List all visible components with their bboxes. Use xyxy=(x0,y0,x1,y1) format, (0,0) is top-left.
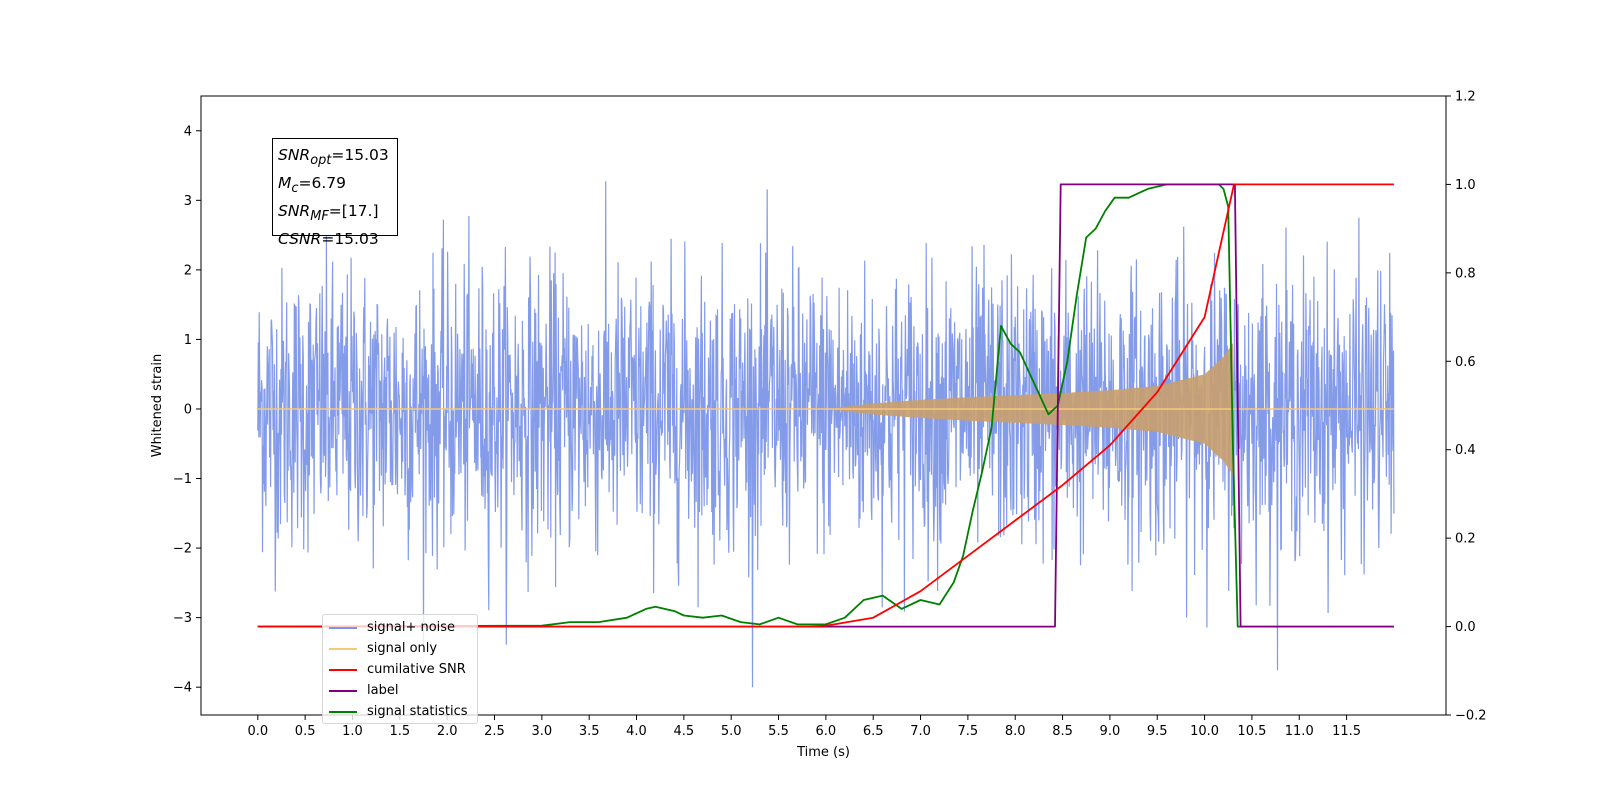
series-signal-only xyxy=(257,342,1394,476)
legend-swatch xyxy=(329,626,357,629)
x-axis-label: Time (s) xyxy=(796,745,850,760)
x-tick-label: 2.0 xyxy=(437,724,458,739)
right-y-tick-label: 0.6 xyxy=(1455,355,1476,370)
left-y-tick-label: 0 xyxy=(184,402,192,417)
left-y-tick-label: −2 xyxy=(173,542,192,557)
annotation-csnr: CSNR=15.03 xyxy=(278,230,379,249)
right-y-tick-label: −0.2 xyxy=(1455,709,1487,724)
right-y-tick-label: 1.2 xyxy=(1455,90,1476,105)
legend-item-signal-noise: signal+ noise xyxy=(329,617,477,638)
left-y-tick-label: −4 xyxy=(173,681,192,696)
annotation-chirp-mass: Mc=6.79 xyxy=(278,174,346,197)
x-tick-label: 10.5 xyxy=(1237,724,1266,739)
left-y-tick-label: 1 xyxy=(184,333,192,348)
x-tick-label: 8.5 xyxy=(1052,724,1073,739)
right-axis-series xyxy=(257,183,1394,628)
left-y-tick-label: 3 xyxy=(184,194,192,209)
right-y-tick-label: 0.2 xyxy=(1455,532,1476,547)
label-line xyxy=(257,183,1394,628)
x-axis-ticks: 0.0 0.5 1.0 1.5 2.0 2.5 3.0 3.5 4.0 4.5 5.0 5.5 6.0 6… xyxy=(247,715,1361,739)
x-tick-label: 4.0 xyxy=(626,724,647,739)
x-tick-label: 5.0 xyxy=(721,724,742,739)
x-tick-label: 3.5 xyxy=(579,724,600,739)
x-tick-label: 8.0 xyxy=(1005,724,1026,739)
x-tick-label: 3.0 xyxy=(531,724,552,739)
legend-swatch xyxy=(329,647,357,650)
left-y-axis-label: Whitened strain xyxy=(150,354,165,457)
legend-item-signal-only: signal only xyxy=(329,638,477,659)
left-y-axis-ticks: 4 3 2 1 0 −1 −2 −3 −4 xyxy=(173,124,201,696)
left-y-tick-label: −3 xyxy=(173,611,192,626)
right-y-tick-label: 0.0 xyxy=(1455,620,1476,635)
x-tick-label: 7.0 xyxy=(910,724,931,739)
legend: signal+ noise signal only cumilative SNR… xyxy=(322,614,478,724)
legend-swatch xyxy=(329,668,357,671)
x-tick-label: 9.5 xyxy=(1147,724,1168,739)
signal-noise-line xyxy=(257,181,1395,688)
series-signal-noise xyxy=(257,181,1395,688)
x-tick-label: 5.5 xyxy=(768,724,789,739)
annotation-snr-opt: SNRopt=15.03 xyxy=(278,146,389,169)
right-y-tick-label: 0.8 xyxy=(1455,266,1476,281)
x-tick-label: 9.0 xyxy=(1100,724,1121,739)
cumulative-snr-line xyxy=(257,183,1394,628)
x-tick-label: 4.5 xyxy=(674,724,695,739)
left-y-tick-label: 2 xyxy=(184,263,192,278)
x-tick-label: 0.0 xyxy=(247,724,268,739)
x-tick-label: 2.5 xyxy=(484,724,505,739)
legend-item-cumulative-snr: cumilative SNR xyxy=(329,659,477,680)
x-tick-label: 11.5 xyxy=(1332,724,1361,739)
x-tick-label: 0.5 xyxy=(295,724,316,739)
plot-frame xyxy=(200,95,1447,716)
x-tick-label: 6.5 xyxy=(863,724,884,739)
x-tick-label: 11.0 xyxy=(1285,724,1314,739)
stats-annotation-box: SNRopt=15.03 Mc=6.79 SNRMF=[17.] CSNR=15… xyxy=(272,138,398,248)
left-y-tick-label: −1 xyxy=(173,472,192,487)
x-tick-label: 1.5 xyxy=(389,724,410,739)
right-y-axis-ticks: 1.2 1.0 0.8 0.6 0.4 0.2 0.0 −0.2 xyxy=(1446,90,1487,724)
x-tick-label: 10.0 xyxy=(1190,724,1219,739)
right-y-tick-label: 1.0 xyxy=(1455,178,1476,193)
legend-swatch xyxy=(329,710,357,713)
left-y-tick-label: 4 xyxy=(184,124,192,139)
legend-swatch xyxy=(329,689,357,692)
x-tick-label: 1.0 xyxy=(342,724,363,739)
x-tick-label: 6.0 xyxy=(816,724,837,739)
legend-item-label: label xyxy=(329,680,477,701)
x-tick-label: 7.5 xyxy=(958,724,979,739)
right-y-tick-label: 0.4 xyxy=(1455,443,1476,458)
annotation-snr-mf: SNRMF=[17.] xyxy=(278,202,379,225)
legend-item-signal-statistics: signal statistics xyxy=(329,701,477,722)
